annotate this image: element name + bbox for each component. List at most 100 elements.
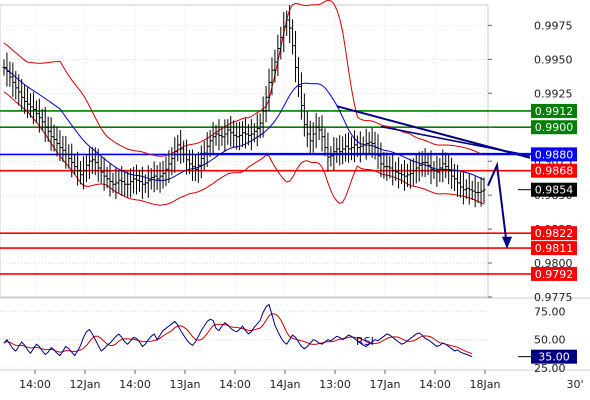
time-tick-label: 13:00 — [319, 378, 351, 391]
price-bar — [441, 149, 445, 183]
price-bar — [46, 116, 50, 142]
level-tag — [531, 120, 577, 135]
price-bar — [52, 124, 56, 152]
price-bar — [344, 133, 348, 162]
level-tag-label: 0.9811 — [535, 242, 574, 255]
level-tag-label: 0.9912 — [535, 105, 574, 118]
price-bar — [323, 128, 327, 157]
rsi-tick-label: 50.00 — [534, 334, 566, 347]
price-bar — [193, 154, 197, 181]
price-bar — [170, 147, 174, 176]
price-bar — [291, 19, 295, 55]
price-bar — [282, 12, 286, 53]
price-bar — [367, 131, 371, 154]
price-bar — [402, 160, 406, 191]
price-bar — [43, 107, 47, 142]
level-tag — [531, 147, 577, 162]
price-bar — [211, 122, 215, 156]
price-bar — [382, 151, 386, 179]
price-bar — [137, 169, 141, 192]
price-bar — [458, 172, 462, 198]
price-bar — [335, 137, 339, 163]
price-bar — [438, 157, 442, 183]
moving-average-line — [3, 67, 485, 182]
price-bar — [408, 159, 412, 189]
price-bar — [347, 132, 351, 163]
price-bar — [329, 146, 333, 167]
price-bar — [376, 134, 380, 170]
price-bar — [296, 56, 300, 97]
price-bar — [450, 157, 454, 190]
price-bar — [235, 122, 239, 150]
price-bar — [114, 168, 118, 200]
level-tag-label: 0.9868 — [535, 165, 574, 178]
trendlines — [200, 105, 532, 249]
level-tag-label: 0.9880 — [535, 148, 574, 161]
price-bar — [482, 177, 486, 204]
rsi-line — [3, 303, 473, 358]
price-bar — [288, 5, 292, 44]
price-bar — [126, 170, 130, 198]
price-bar — [243, 118, 247, 149]
price-bar — [149, 168, 153, 190]
price-bar — [70, 143, 74, 178]
price-bar — [152, 161, 156, 193]
price-bar — [214, 125, 218, 146]
price-bar — [49, 117, 53, 151]
price-bar — [17, 74, 21, 106]
price-bar — [93, 147, 97, 176]
price-bar — [223, 119, 227, 152]
price-bar — [241, 121, 245, 147]
level-tag — [531, 103, 577, 118]
price-bar — [55, 126, 59, 157]
time-tick-label: 14:00 — [219, 378, 251, 391]
price-bar — [117, 169, 121, 194]
price-bar — [188, 149, 192, 174]
price-bar — [40, 108, 44, 131]
price-bar — [31, 92, 35, 125]
bollinger-bands — [3, 0, 485, 206]
price-bar — [370, 127, 374, 158]
time-tick-label: 14:00 — [419, 378, 451, 391]
bollinger-upper — [3, 0, 485, 157]
price-bar — [435, 155, 439, 187]
rsi-tick-label: 25.00 — [534, 362, 566, 375]
price-bar — [426, 152, 430, 176]
price-bar — [87, 147, 91, 179]
rsi-tick-label: 75.00 — [534, 305, 566, 318]
price-bar — [196, 151, 200, 183]
price-bar — [90, 147, 94, 174]
level-tag-label: 0.9822 — [535, 227, 574, 240]
price-bar — [29, 93, 33, 118]
rsi-title: RSI — [356, 335, 374, 348]
price-tick-label: 0.9925 — [534, 87, 573, 100]
price-bar — [8, 61, 12, 87]
price-bar — [299, 72, 303, 120]
moving-average — [3, 67, 485, 182]
price-bar — [255, 113, 259, 147]
price-bar — [470, 180, 474, 201]
price-bar — [276, 34, 280, 76]
time-tick-label: 14:00 — [19, 378, 51, 391]
price-bar — [135, 164, 139, 195]
price-bar — [11, 62, 15, 97]
price-bar — [249, 119, 253, 151]
time-tick-label: 17Jan — [370, 378, 401, 391]
time-tick-label: 14:00 — [119, 378, 151, 391]
price-bar — [444, 152, 448, 179]
price-bar — [391, 153, 395, 186]
price-bar — [37, 98, 41, 133]
price-bar — [102, 157, 106, 191]
price-bar — [96, 148, 100, 182]
price-bar — [417, 151, 421, 182]
price-bar — [400, 164, 404, 185]
price-bar — [364, 128, 368, 160]
price-bar — [302, 93, 306, 137]
level-tag — [531, 266, 577, 281]
price-bar — [273, 49, 277, 83]
price-bar — [397, 157, 401, 189]
price-bar — [64, 135, 68, 169]
price-bar — [341, 136, 345, 165]
time-tick-label: 12Jan — [70, 378, 101, 391]
price-bar — [182, 140, 186, 163]
